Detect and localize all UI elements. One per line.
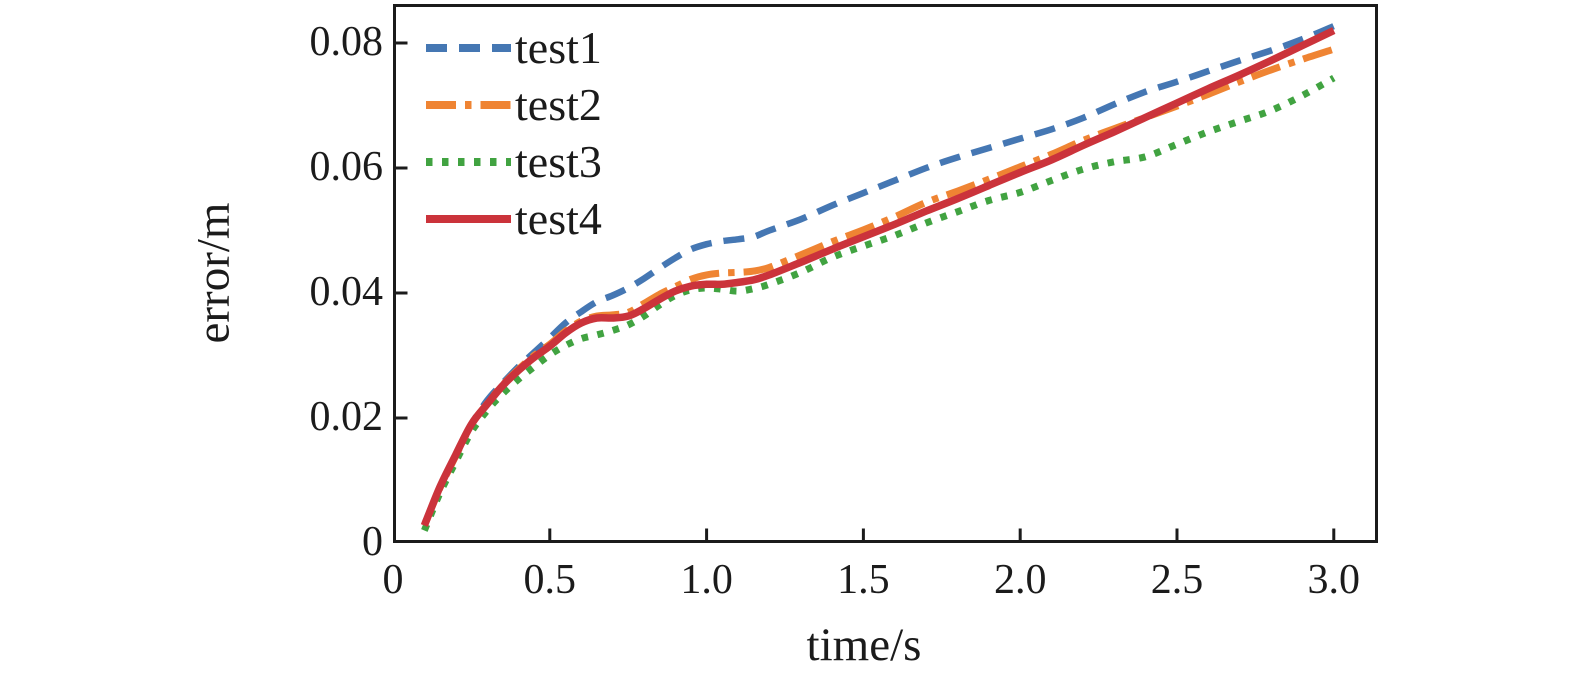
legend-line-sample-test3 [426, 157, 511, 166]
legend-line-sample-test1 [426, 43, 511, 52]
x-tick-label: 2.5 [1150, 557, 1204, 603]
y-tick-label: 0.08 [309, 19, 384, 66]
legend-label-test4: test4 [515, 192, 602, 244]
y-tick-label: 0.02 [309, 394, 384, 441]
y-axis-label: error/m [187, 202, 240, 344]
x-tick-label: 0.5 [523, 557, 577, 603]
legend-line-sample-test4 [426, 214, 511, 223]
plot-area: test1 test2 test3 test4 [393, 4, 1378, 543]
series-line-test3 [421, 74, 1336, 532]
legend-label-test2: test2 [515, 78, 602, 130]
series-line-test4 [420, 27, 1336, 527]
x-tick-label: 0 [382, 557, 404, 603]
plot-frame [393, 4, 1378, 543]
x-tick-label: 3.0 [1307, 557, 1361, 603]
legend: test1 test2 test3 test4 [426, 19, 602, 247]
plot-canvas [393, 4, 1378, 543]
y-tick-label: 0.06 [309, 144, 384, 191]
legend-item-test2: test2 [426, 76, 602, 133]
legend-label-test3: test3 [515, 135, 602, 187]
x-tick-label: 1.5 [837, 557, 890, 603]
legend-label-test1: test1 [515, 21, 602, 73]
legend-item-test1: test1 [426, 19, 602, 76]
y-tick-label: 0 [362, 519, 383, 566]
legend-line-sample-test2 [426, 100, 511, 109]
y-tick-label: 0.04 [309, 269, 384, 316]
legend-item-test4: test4 [426, 190, 602, 247]
x-tick-label: 1.0 [680, 557, 733, 603]
legend-item-test3: test3 [426, 133, 602, 190]
x-axis-label: time/s [806, 619, 922, 671]
x-tick-label: 2.0 [993, 557, 1047, 603]
